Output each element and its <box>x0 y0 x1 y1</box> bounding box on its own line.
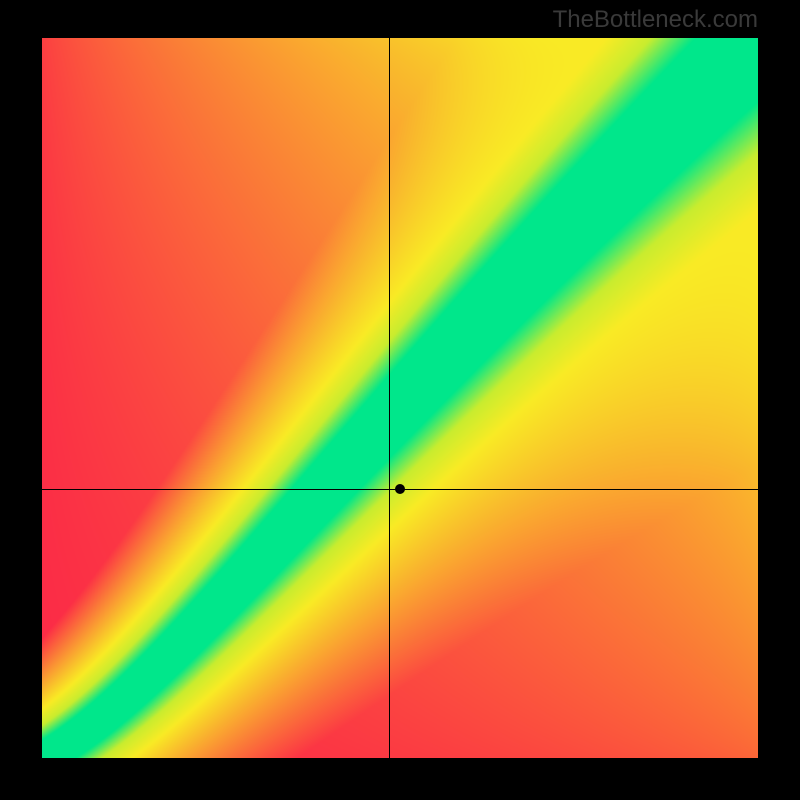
heatmap-canvas <box>42 38 758 758</box>
watermark-text: TheBottleneck.com <box>553 6 758 34</box>
chart-container: TheBottleneck.com <box>0 0 800 800</box>
marker-dot <box>395 484 405 494</box>
crosshair-vertical <box>389 38 390 758</box>
plot-area <box>42 38 758 758</box>
